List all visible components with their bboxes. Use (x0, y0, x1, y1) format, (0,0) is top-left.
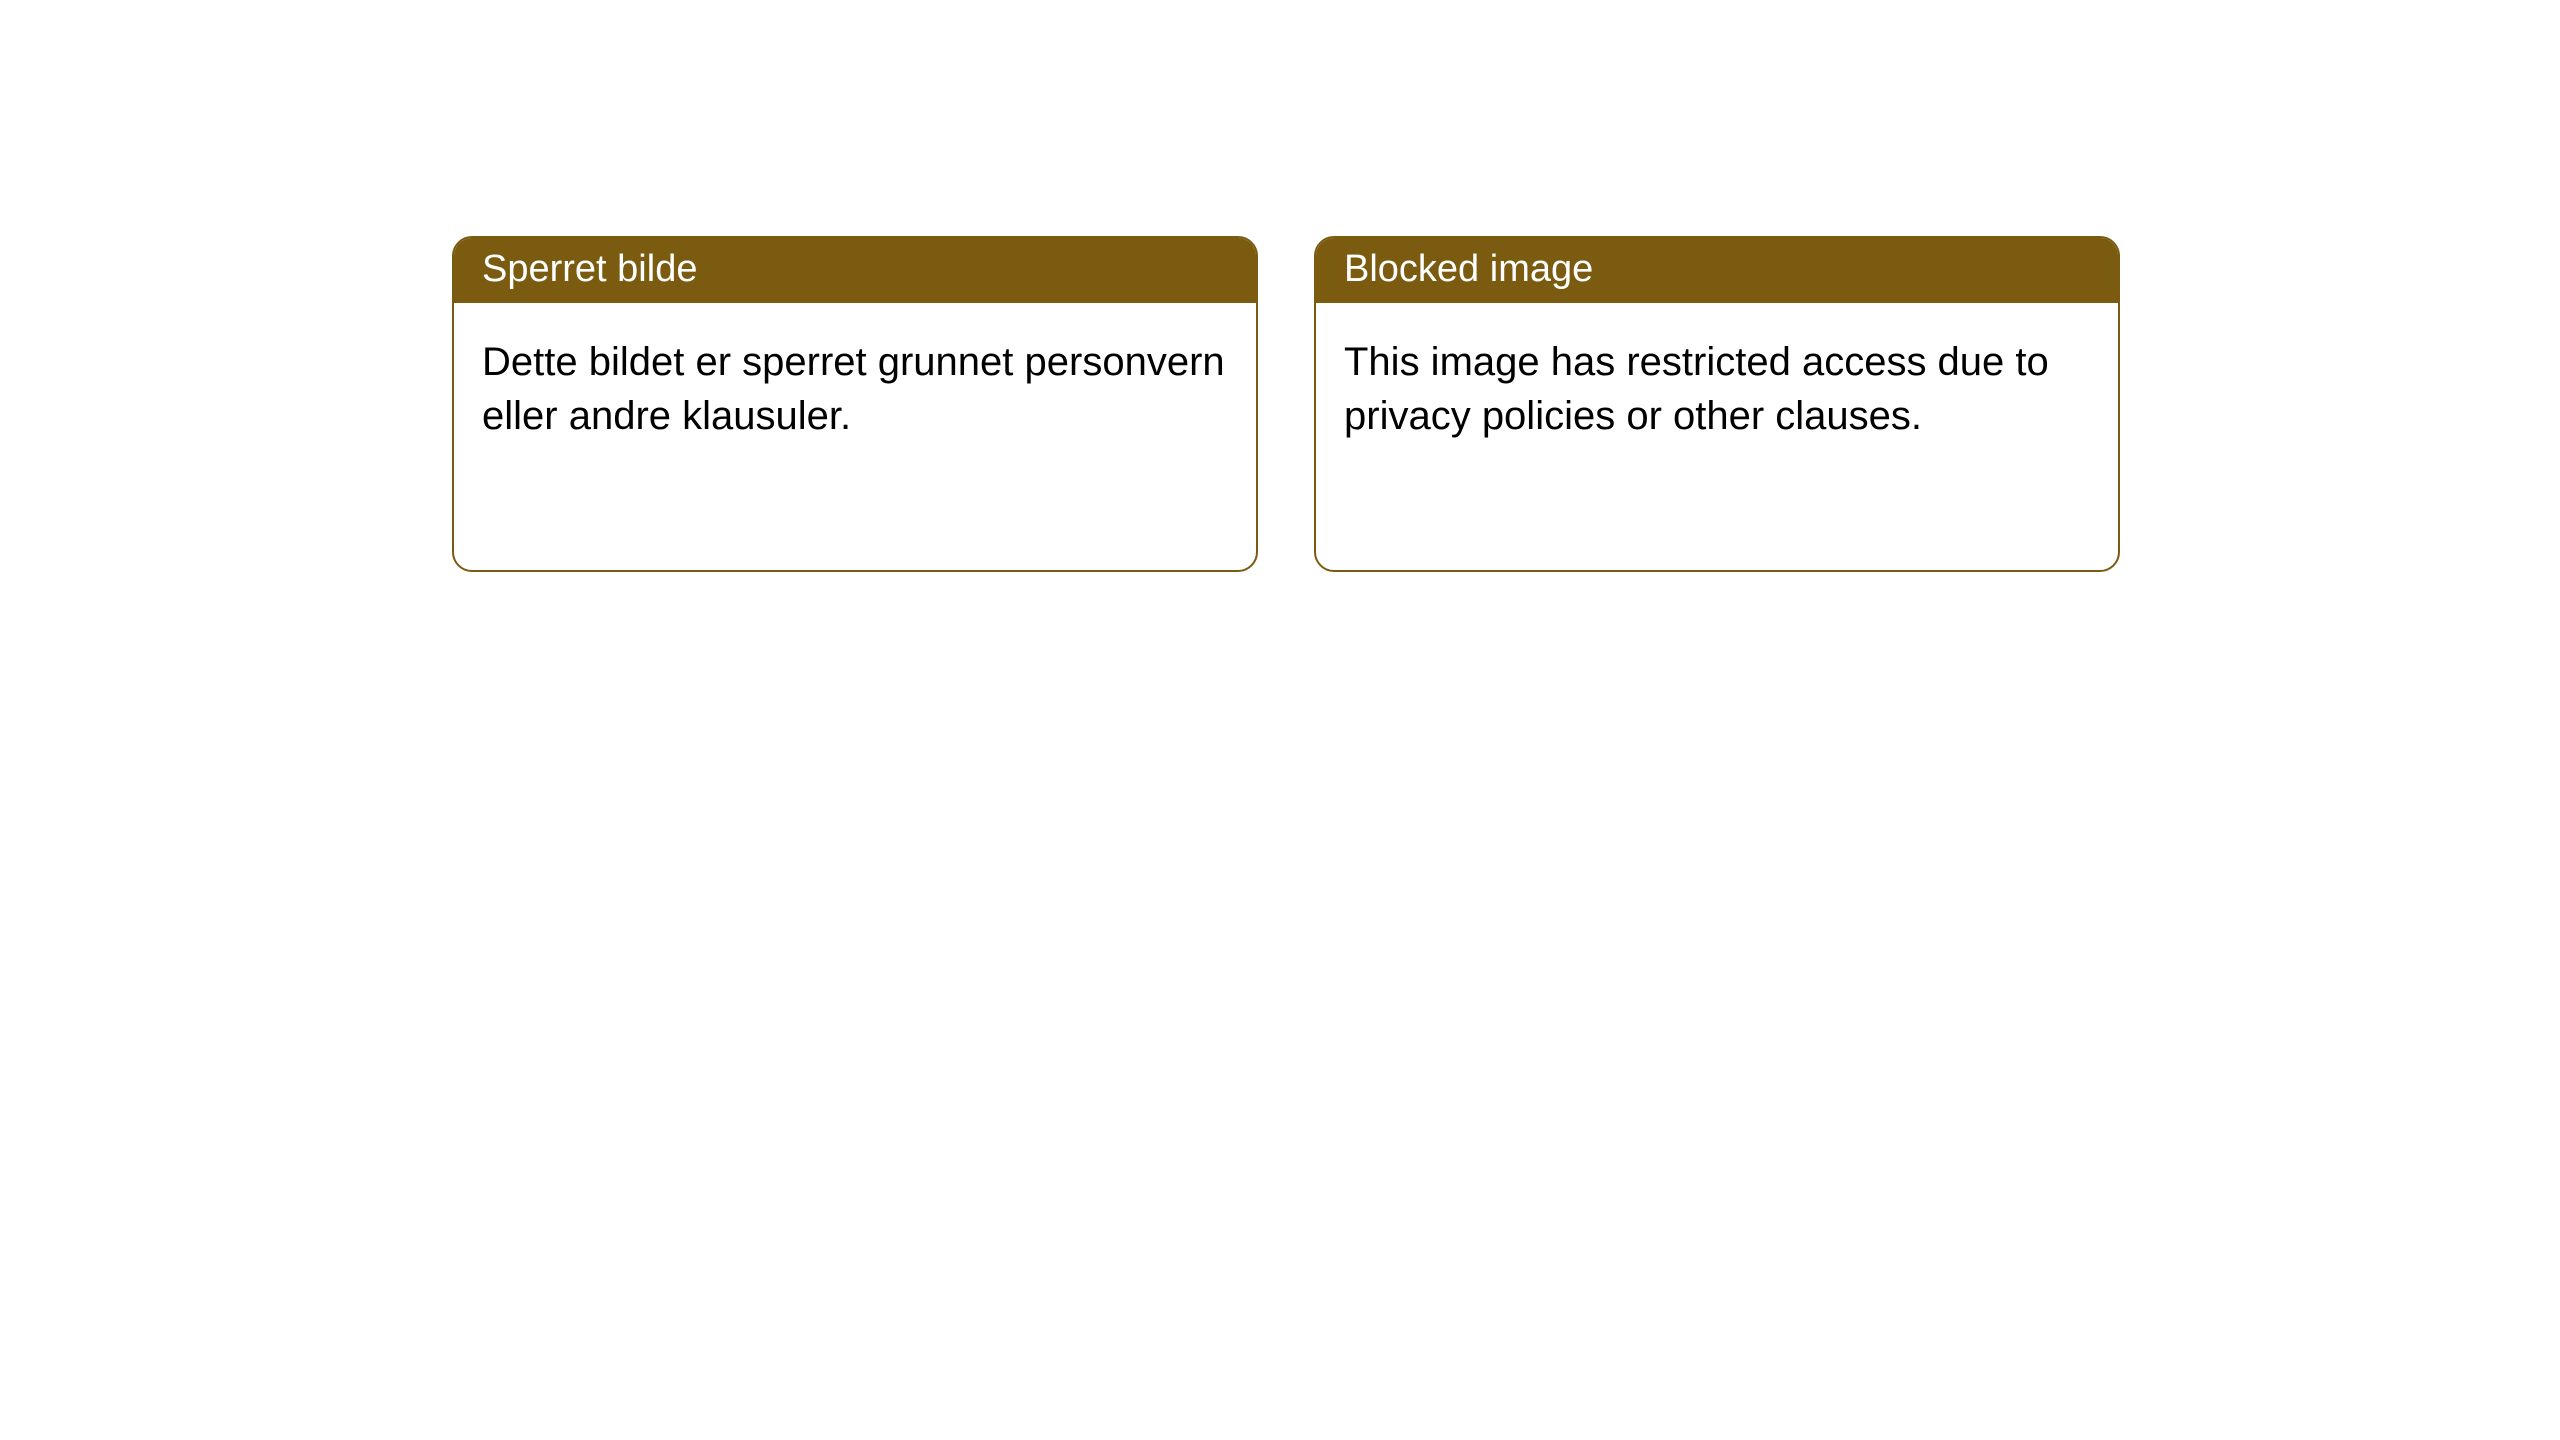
notice-title: Sperret bilde (482, 248, 697, 290)
notice-body: Dette bildet er sperret grunnet personve… (454, 303, 1256, 475)
notice-message: Dette bildet er sperret grunnet personve… (482, 340, 1225, 438)
notice-card-norwegian: Sperret bilde Dette bildet er sperret gr… (452, 236, 1258, 572)
notice-container: Sperret bilde Dette bildet er sperret gr… (0, 0, 2560, 572)
notice-message: This image has restricted access due to … (1344, 340, 2049, 438)
notice-body: This image has restricted access due to … (1316, 303, 2118, 475)
notice-card-english: Blocked image This image has restricted … (1314, 236, 2120, 572)
notice-header: Sperret bilde (454, 238, 1256, 303)
notice-title: Blocked image (1344, 248, 1593, 290)
notice-header: Blocked image (1316, 238, 2118, 303)
